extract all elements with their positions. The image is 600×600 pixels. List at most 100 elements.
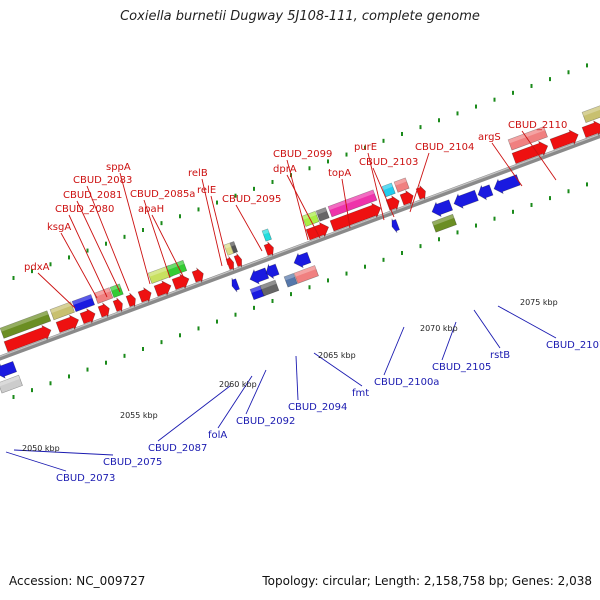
reverse-feature-box xyxy=(283,272,298,288)
leader-line xyxy=(76,200,121,293)
cds-arrow xyxy=(153,280,172,297)
genome-summary-text: Topology: circular; Length: 2,158,758 bp… xyxy=(262,574,592,588)
feature-box xyxy=(381,182,396,198)
cds-arrow xyxy=(415,185,426,200)
reverse-arrow xyxy=(293,251,312,269)
leader-line xyxy=(372,167,395,218)
gene-label-forward: sppA xyxy=(106,162,131,173)
leader-line xyxy=(217,375,253,429)
leader-line xyxy=(383,326,405,376)
reverse-arrow xyxy=(0,360,18,379)
gene-label-forward: dprA xyxy=(273,164,297,175)
gene-label-forward: CBUD_2085a xyxy=(130,189,195,200)
leader-line xyxy=(143,199,171,279)
cds-arrow xyxy=(97,302,110,319)
feature-box xyxy=(261,228,272,242)
gene-label-reverse: CBUD_2100a xyxy=(374,377,439,388)
feature-box xyxy=(49,301,75,321)
tick-label: 2055 kbp xyxy=(120,411,158,420)
leader-line xyxy=(86,185,130,292)
cds-arrow xyxy=(79,308,96,325)
reverse-arrow xyxy=(453,189,479,209)
gene-label-reverse: CBUD_2087 xyxy=(148,443,207,454)
gene-label-forward: ksgA xyxy=(47,222,71,233)
reverse-arrow xyxy=(493,174,521,195)
leader-line xyxy=(119,172,151,285)
leader-line xyxy=(491,142,523,187)
tick-label: 2050 kbp xyxy=(22,444,60,453)
leader-line xyxy=(295,355,299,401)
reverse-arrow xyxy=(477,184,494,201)
leader-line xyxy=(151,214,185,279)
gene-label-forward: CBUD_2103 xyxy=(359,157,418,168)
gene-label-forward: argS xyxy=(478,132,501,143)
leader-line xyxy=(5,451,67,472)
gene-label-reverse: folA xyxy=(208,430,227,441)
reverse-arrow xyxy=(231,277,240,293)
leader-line xyxy=(497,305,557,339)
reverse-feature-box xyxy=(259,279,280,297)
leader-line xyxy=(521,130,557,181)
cds-arrow xyxy=(125,292,136,308)
reverse-feature-box xyxy=(431,213,457,233)
reverse-arrow xyxy=(265,263,280,280)
leader-line xyxy=(473,309,501,349)
gene-label-forward: CBUD_2110 xyxy=(508,120,567,131)
leader-line xyxy=(68,214,108,298)
feature-box xyxy=(327,189,378,218)
feature-box xyxy=(315,207,330,222)
feature-box xyxy=(393,177,410,193)
leader-line xyxy=(286,174,321,239)
reverse-feature-box xyxy=(293,265,319,284)
gene-label-forward: CBUD_2080 xyxy=(55,204,114,215)
gene-label-forward: CBUD_2099 xyxy=(273,149,332,160)
accession-text: Accession: NC_009727 xyxy=(9,574,146,588)
gene-label-forward: relB xyxy=(188,168,208,179)
gene-label-forward: purE xyxy=(354,142,377,153)
leader-line xyxy=(235,204,263,252)
gene-label-reverse: CBUD_2107 xyxy=(546,340,600,351)
gene-label-forward: apaH xyxy=(138,204,164,215)
cds-arrow xyxy=(225,256,235,271)
leader-line xyxy=(409,152,430,213)
tick-label: 2070 kbp xyxy=(420,324,458,333)
reverse-arrow xyxy=(391,218,400,233)
leader-line xyxy=(367,152,385,221)
gene-label-forward: CBUD_2081 xyxy=(63,190,122,201)
leader-line xyxy=(313,352,363,387)
cds-arrow xyxy=(112,297,123,312)
leader-line xyxy=(13,449,114,456)
gene-label-forward: relE xyxy=(197,185,216,196)
cds-arrow xyxy=(233,253,243,268)
gene-label-forward: pdxA xyxy=(24,262,50,273)
feature-box xyxy=(0,310,52,339)
leader-line xyxy=(201,178,223,267)
genome-title: Coxiella burnetii Dugway 5J108-111, comp… xyxy=(120,9,480,24)
gene-label-reverse: fmt xyxy=(352,388,369,399)
leader-line xyxy=(286,159,309,241)
leader-line xyxy=(60,232,98,299)
leader-line xyxy=(441,321,457,361)
tick-label: 2065 kbp xyxy=(318,351,356,360)
cds-arrow xyxy=(191,267,204,284)
cds-arrow xyxy=(399,189,414,206)
gene-label-forward: CBUD_2095 xyxy=(222,194,281,205)
gene-label-reverse: CBUD_2105 xyxy=(432,362,491,373)
feature-box xyxy=(229,241,239,254)
cds-arrow xyxy=(329,202,382,232)
feature-box xyxy=(109,283,124,299)
cds-arrow xyxy=(137,287,152,303)
feature-box xyxy=(301,210,320,227)
leader-line xyxy=(37,272,76,309)
feature-box xyxy=(581,105,600,124)
feature-box xyxy=(507,126,548,151)
leader-line xyxy=(341,178,351,229)
gene-label-reverse: CBUD_2094 xyxy=(288,402,347,413)
leader-line xyxy=(210,195,229,266)
cds-arrow xyxy=(511,140,549,165)
cds-arrow xyxy=(581,120,600,139)
genome-backbone-highlight xyxy=(0,133,600,358)
gene-label-forward: topA xyxy=(328,168,351,179)
leader-line xyxy=(245,369,267,415)
